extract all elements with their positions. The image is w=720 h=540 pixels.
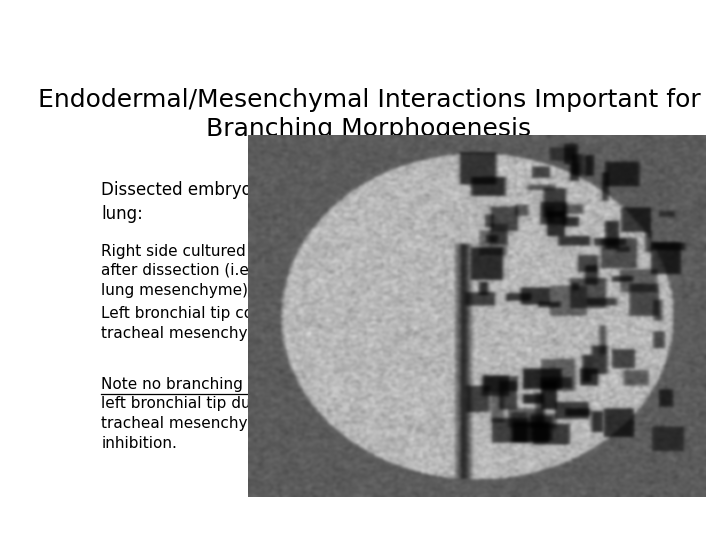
Text: Dissected embryonic mouse
lung:: Dissected embryonic mouse lung:	[101, 181, 337, 223]
Text: Gilbert fig 15.31: Gilbert fig 15.31	[529, 460, 631, 472]
Text: Left bronchial tip covered with
tracheal mesenchyme.: Left bronchial tip covered with tracheal…	[101, 306, 334, 341]
Text: Endodermal/Mesenchymal Interactions Important for
Branching Morphogenesis: Endodermal/Mesenchymal Interactions Impo…	[37, 87, 701, 141]
Text: Right side cultured unperturbed
after dissection (i.e. covered by
lung mesenchym: Right side cultured unperturbed after di…	[101, 244, 346, 298]
Text: Note no branching occurs at
left bronchial tip due to
tracheal mesenchyme
inhibi: Note no branching occurs at left bronchi…	[101, 377, 318, 451]
